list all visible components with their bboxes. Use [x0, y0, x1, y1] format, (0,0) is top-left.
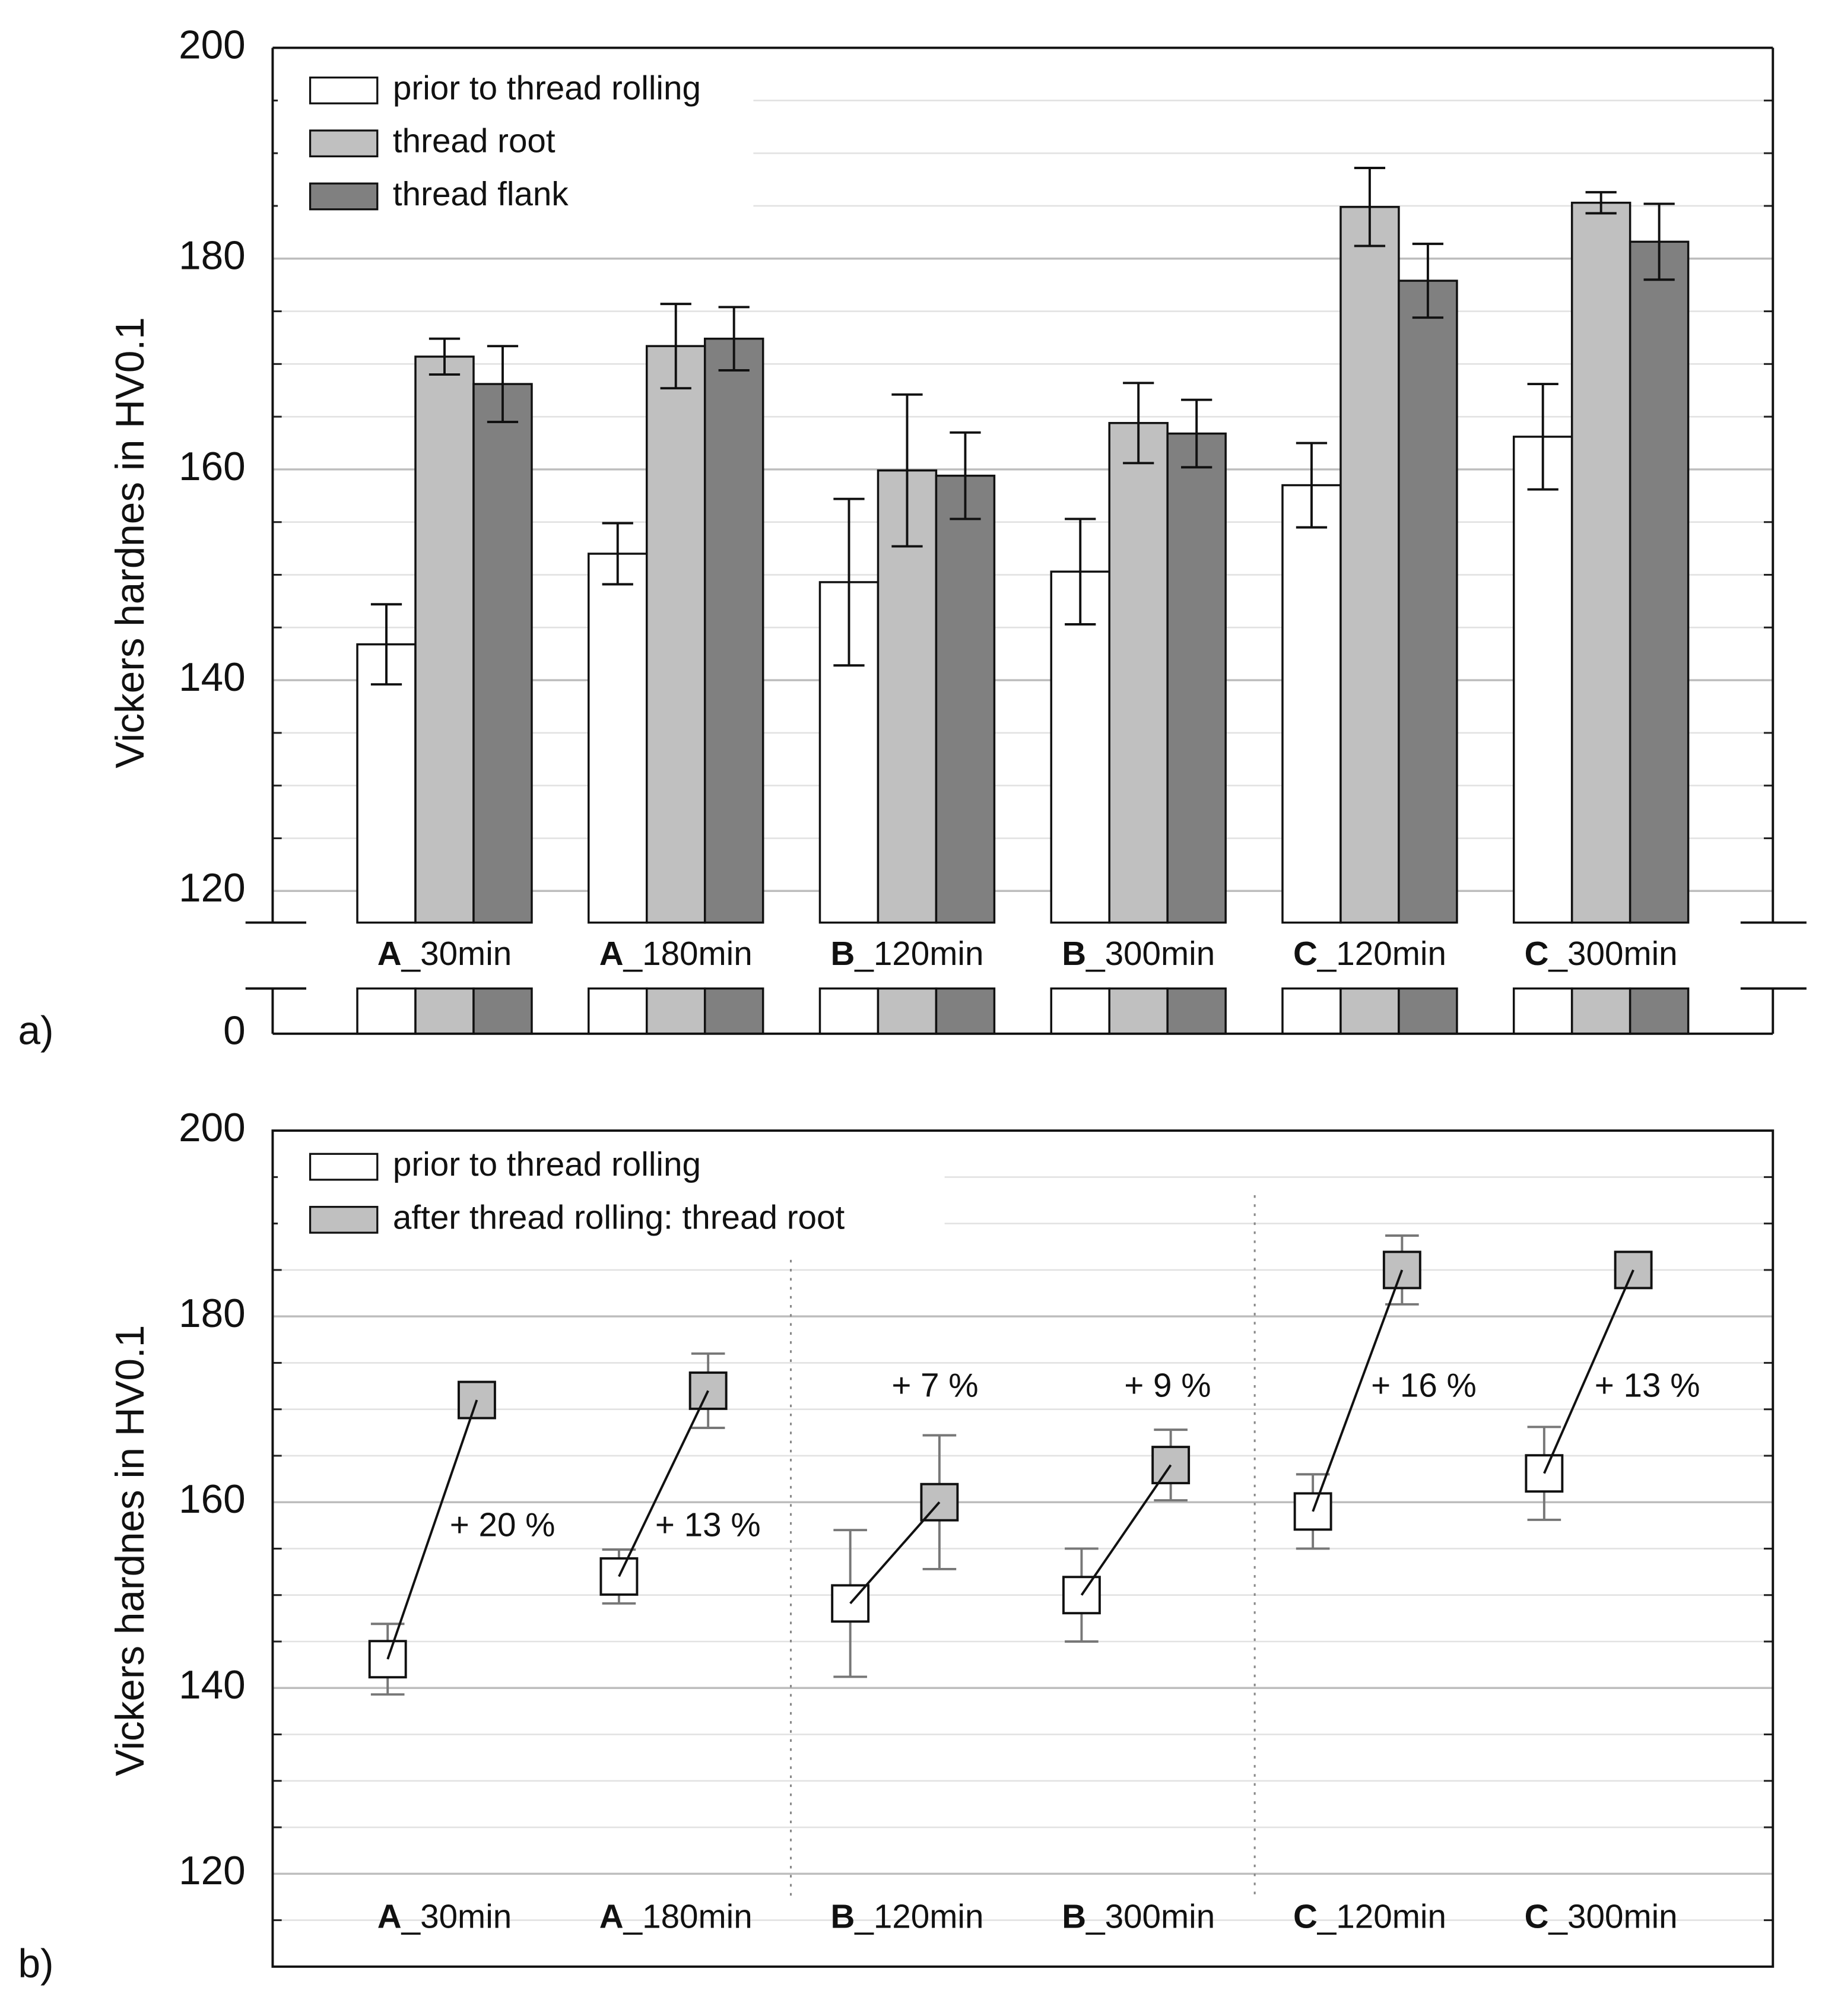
- bar-stub: [646, 987, 706, 1035]
- bar: [1398, 280, 1458, 924]
- annotation: + 13 %: [655, 1506, 761, 1544]
- y-tick-label: 160: [179, 445, 246, 489]
- bar-stub: [877, 987, 938, 1035]
- y-tick-label: 120: [179, 1849, 246, 1893]
- bar: [1108, 422, 1169, 924]
- annotation: + 7 %: [891, 1366, 978, 1404]
- annotation: + 16 %: [1371, 1366, 1477, 1404]
- frame: [271, 1129, 1775, 1968]
- connector: [1080, 1464, 1172, 1596]
- y-tick-label: 160: [179, 1477, 246, 1522]
- x-tick-label: C_120min: [1293, 1897, 1446, 1935]
- x-tick-label: B_120min: [830, 1897, 983, 1935]
- x-tick-label: C_300min: [1525, 1897, 1678, 1935]
- y-tick-label: 200: [179, 23, 246, 67]
- bar-stub: [935, 987, 996, 1035]
- legend-swatch: [309, 1153, 379, 1181]
- legend-label: after thread rolling: thread root: [393, 1198, 845, 1236]
- y-axis-title: Vickers hardnes in HV0.1: [108, 1325, 153, 1776]
- legend-label: thread root: [393, 122, 556, 160]
- bar-stub: [472, 987, 533, 1035]
- x-tick-label: A_30min: [377, 935, 512, 972]
- y-tick-label: 140: [179, 1663, 246, 1707]
- bar-stub: [1512, 987, 1573, 1035]
- bar: [356, 643, 417, 924]
- bar: [1050, 570, 1110, 924]
- x-tick-label: A_180min: [599, 1897, 753, 1935]
- bar-stub: [1629, 987, 1690, 1035]
- bar: [1512, 436, 1573, 924]
- bar-stub: [1050, 987, 1110, 1035]
- bar: [1281, 484, 1342, 924]
- x-tick-label: C_300min: [1525, 935, 1678, 972]
- bar: [414, 355, 475, 924]
- bar-stub: [1570, 987, 1631, 1035]
- y-tick-label: 200: [179, 1106, 246, 1150]
- bar-stub: [1281, 987, 1342, 1035]
- x-tick-label: B_120min: [830, 935, 983, 972]
- panel-label: a): [18, 1009, 53, 1053]
- bar-stub: [1339, 987, 1400, 1035]
- panel-label: b): [18, 1942, 53, 1986]
- connector: [386, 1399, 478, 1660]
- x-tick-label: B_300min: [1062, 1897, 1215, 1935]
- legend-label: thread flank: [393, 175, 569, 212]
- bar: [1166, 432, 1227, 924]
- y-tick-label: 180: [179, 1291, 246, 1336]
- legend-label: prior to thread rolling: [393, 69, 701, 106]
- bar-stub: [414, 987, 475, 1035]
- y-tick-label: 140: [179, 655, 246, 700]
- legend-label: prior to thread rolling: [393, 1145, 701, 1183]
- bar-stub: [703, 987, 764, 1035]
- bar: [703, 337, 764, 924]
- annotation: + 13 %: [1595, 1366, 1700, 1404]
- bar: [1570, 201, 1631, 924]
- connector: [618, 1390, 709, 1577]
- bar: [935, 474, 996, 924]
- x-tick-label: A_30min: [377, 1897, 512, 1935]
- legend-swatch: [309, 1205, 379, 1234]
- x-tick-label: B_300min: [1062, 935, 1215, 972]
- y-tick-label: 0: [223, 1009, 246, 1053]
- y-tick-label: 120: [179, 866, 246, 910]
- bar: [1629, 240, 1690, 924]
- y-axis-title: Vickers hardnes in HV0.1: [108, 317, 153, 768]
- bar-stub: [356, 987, 417, 1035]
- bar: [472, 383, 533, 924]
- legend-swatch: [309, 129, 379, 158]
- legend-background: [278, 1138, 945, 1263]
- connector: [849, 1501, 941, 1605]
- bar-stub: [1166, 987, 1227, 1035]
- legend-swatch: [309, 77, 379, 104]
- connector: [1312, 1269, 1404, 1512]
- x-tick-label: C_120min: [1293, 935, 1446, 972]
- bar: [588, 553, 648, 924]
- bar: [1339, 205, 1400, 924]
- connector: [1543, 1269, 1634, 1474]
- annotation: + 20 %: [450, 1506, 556, 1544]
- bar-stub: [588, 987, 648, 1035]
- legend-swatch: [309, 182, 379, 211]
- bar-stub: [1108, 987, 1169, 1035]
- x-tick-label: A_180min: [599, 935, 753, 972]
- bar: [646, 345, 706, 924]
- bar-stub: [1398, 987, 1458, 1035]
- bar-stub: [818, 987, 880, 1035]
- annotation: + 9 %: [1124, 1366, 1211, 1404]
- y-tick-label: 180: [179, 234, 246, 278]
